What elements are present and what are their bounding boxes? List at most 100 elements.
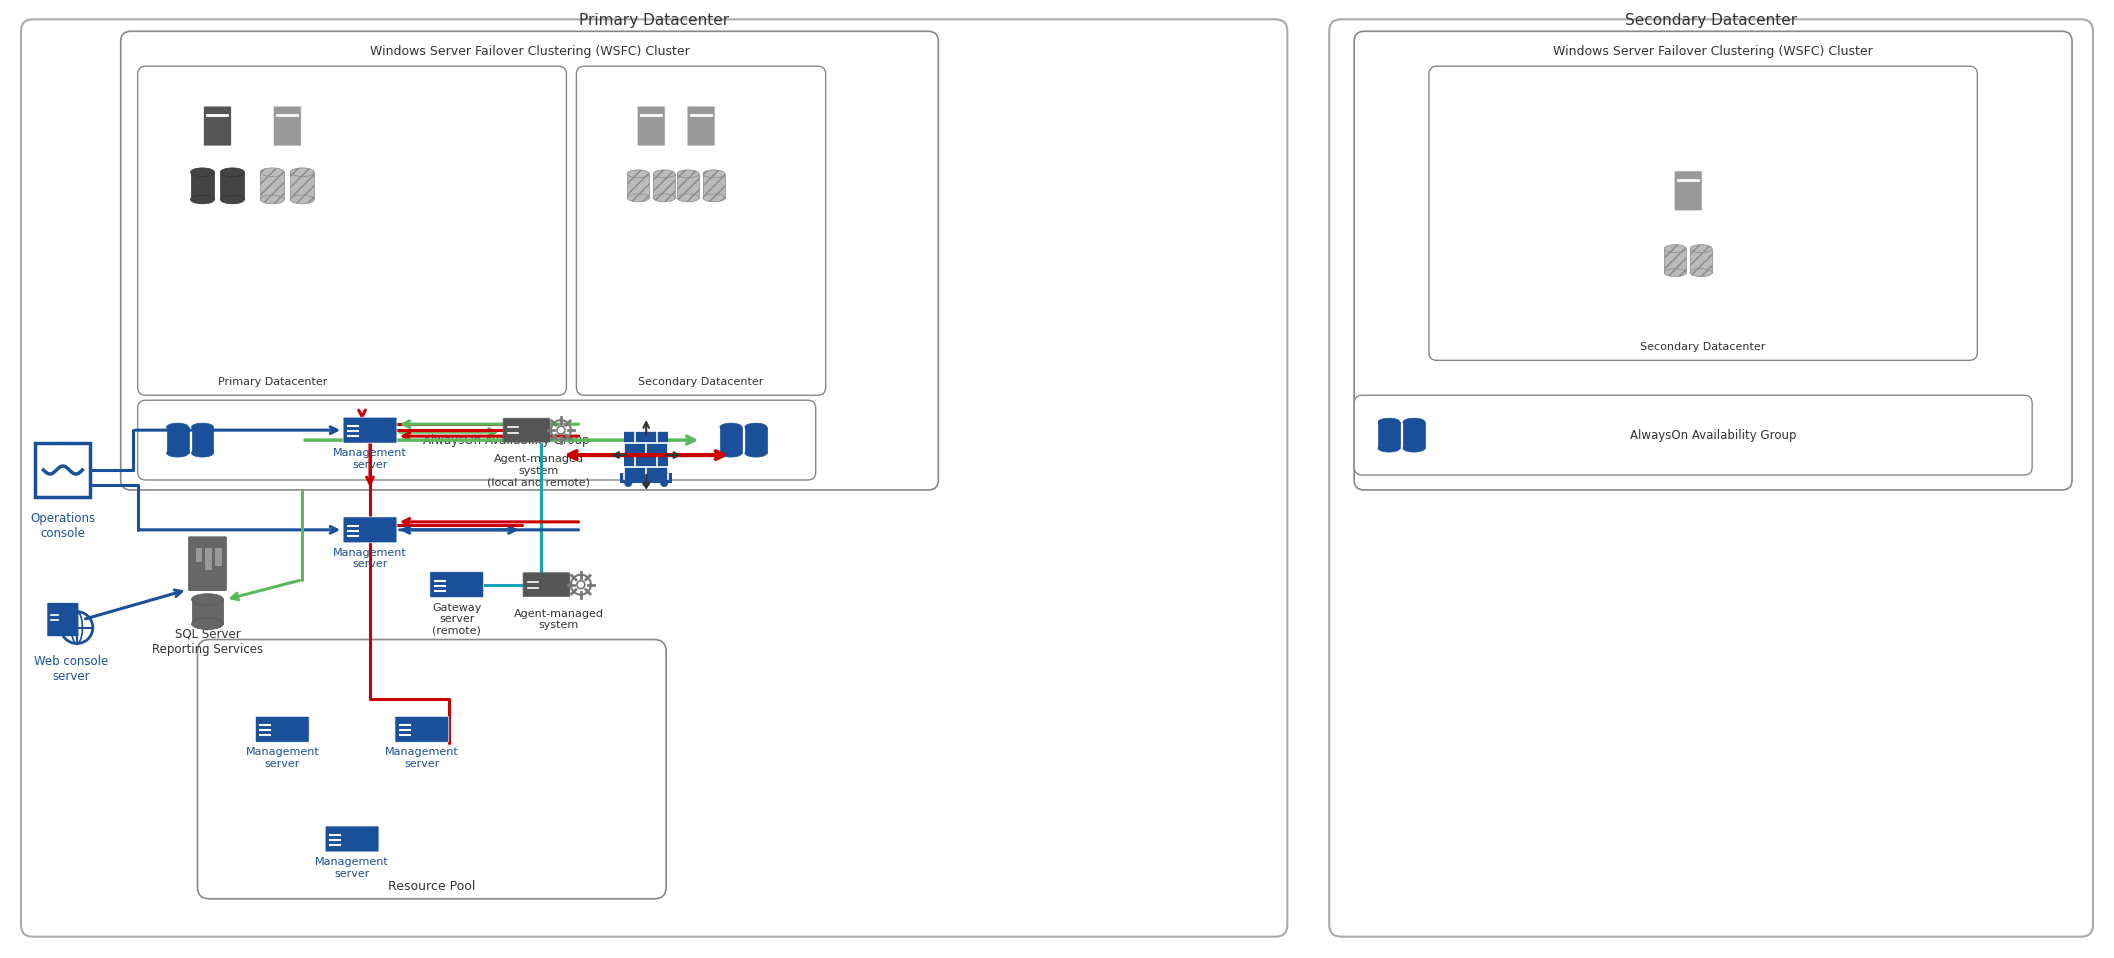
Text: Agent-managed
system: Agent-managed system — [514, 608, 602, 630]
FancyBboxPatch shape — [342, 417, 397, 444]
FancyBboxPatch shape — [687, 106, 715, 146]
FancyBboxPatch shape — [1330, 19, 2093, 937]
Text: Agent-managed
system
(local and remote): Agent-managed system (local and remote) — [486, 454, 590, 488]
Ellipse shape — [1664, 244, 1687, 253]
Text: Windows Server Failover Clustering (WSFC) Cluster: Windows Server Failover Clustering (WSFC… — [1554, 45, 1873, 58]
Ellipse shape — [744, 423, 767, 431]
Ellipse shape — [192, 618, 224, 629]
FancyBboxPatch shape — [395, 717, 448, 742]
Ellipse shape — [190, 195, 214, 204]
Ellipse shape — [220, 195, 245, 204]
Text: Windows Server Failover Clustering (WSFC) Cluster: Windows Server Failover Clustering (WSFC… — [370, 45, 689, 58]
Circle shape — [643, 479, 651, 487]
FancyBboxPatch shape — [429, 572, 484, 598]
Bar — [628, 173, 649, 198]
Ellipse shape — [1664, 268, 1687, 277]
FancyBboxPatch shape — [137, 66, 567, 396]
Ellipse shape — [676, 194, 700, 202]
Bar — [624, 431, 668, 479]
Text: Primary Datacenter: Primary Datacenter — [579, 13, 729, 29]
FancyBboxPatch shape — [577, 66, 827, 396]
Ellipse shape — [628, 170, 649, 178]
FancyBboxPatch shape — [522, 573, 571, 597]
Ellipse shape — [653, 170, 674, 178]
FancyBboxPatch shape — [636, 106, 666, 146]
FancyBboxPatch shape — [203, 106, 230, 146]
Ellipse shape — [220, 168, 245, 176]
Text: Gateway
server
(remote): Gateway server (remote) — [431, 603, 482, 636]
Ellipse shape — [676, 170, 700, 178]
FancyBboxPatch shape — [1355, 396, 2032, 475]
Circle shape — [660, 479, 668, 487]
Text: Operations
console: Operations console — [30, 512, 95, 540]
Ellipse shape — [167, 423, 188, 431]
Ellipse shape — [744, 449, 767, 457]
Text: Management
server: Management server — [245, 747, 319, 769]
Text: Management
server: Management server — [385, 747, 459, 769]
Bar — [1404, 422, 1425, 448]
Text: Management
server: Management server — [334, 448, 406, 469]
Ellipse shape — [721, 423, 742, 431]
Text: Secondary Datacenter: Secondary Datacenter — [1626, 13, 1797, 29]
Ellipse shape — [1691, 244, 1712, 253]
Ellipse shape — [290, 195, 315, 204]
Ellipse shape — [192, 423, 214, 431]
Ellipse shape — [290, 168, 315, 176]
FancyBboxPatch shape — [21, 19, 1287, 937]
Text: Resource Pool: Resource Pool — [389, 879, 476, 893]
Bar — [721, 427, 742, 453]
Ellipse shape — [653, 194, 674, 202]
FancyBboxPatch shape — [503, 419, 550, 442]
Bar — [205, 548, 211, 570]
Text: Secondary Datacenter: Secondary Datacenter — [1640, 342, 1765, 353]
Ellipse shape — [190, 168, 214, 176]
Bar — [653, 173, 674, 198]
FancyBboxPatch shape — [120, 32, 939, 490]
FancyBboxPatch shape — [197, 640, 666, 899]
FancyBboxPatch shape — [36, 443, 91, 497]
Ellipse shape — [1378, 445, 1399, 452]
Ellipse shape — [1691, 268, 1712, 277]
Bar — [192, 427, 214, 453]
Bar — [220, 172, 245, 199]
Ellipse shape — [628, 194, 649, 202]
Bar — [744, 427, 767, 453]
Bar — [1664, 249, 1687, 273]
Ellipse shape — [1378, 419, 1399, 426]
Text: Management
server: Management server — [334, 548, 406, 569]
Bar — [290, 172, 315, 199]
FancyBboxPatch shape — [137, 400, 816, 480]
Text: SQL Server
Reporting Services: SQL Server Reporting Services — [152, 627, 262, 655]
FancyBboxPatch shape — [342, 517, 397, 543]
FancyBboxPatch shape — [1674, 171, 1702, 211]
FancyBboxPatch shape — [256, 717, 309, 742]
Ellipse shape — [1404, 445, 1425, 452]
FancyBboxPatch shape — [47, 603, 78, 636]
Bar — [260, 172, 283, 199]
Text: Primary Datacenter: Primary Datacenter — [218, 377, 328, 387]
FancyBboxPatch shape — [1355, 32, 2072, 490]
Ellipse shape — [704, 194, 725, 202]
FancyBboxPatch shape — [273, 106, 300, 146]
Bar — [167, 427, 188, 453]
Bar — [192, 600, 224, 624]
Bar — [216, 548, 222, 566]
Ellipse shape — [260, 168, 283, 176]
Bar — [194, 548, 203, 561]
Text: Web console
server: Web console server — [34, 655, 108, 683]
Text: Secondary Datacenter: Secondary Datacenter — [638, 377, 763, 387]
Ellipse shape — [192, 449, 214, 457]
Ellipse shape — [704, 170, 725, 178]
FancyBboxPatch shape — [1429, 66, 1977, 360]
Text: AlwaysOn Availability Group: AlwaysOn Availability Group — [1630, 428, 1797, 442]
Ellipse shape — [260, 195, 283, 204]
FancyBboxPatch shape — [188, 536, 226, 591]
Text: AlwaysOn Availability Group: AlwaysOn Availability Group — [423, 434, 590, 446]
Bar — [619, 473, 672, 483]
Circle shape — [624, 479, 632, 487]
Ellipse shape — [1404, 419, 1425, 426]
FancyBboxPatch shape — [326, 826, 378, 852]
Ellipse shape — [192, 594, 224, 605]
Ellipse shape — [167, 449, 188, 457]
Text: Management
server: Management server — [315, 856, 389, 878]
